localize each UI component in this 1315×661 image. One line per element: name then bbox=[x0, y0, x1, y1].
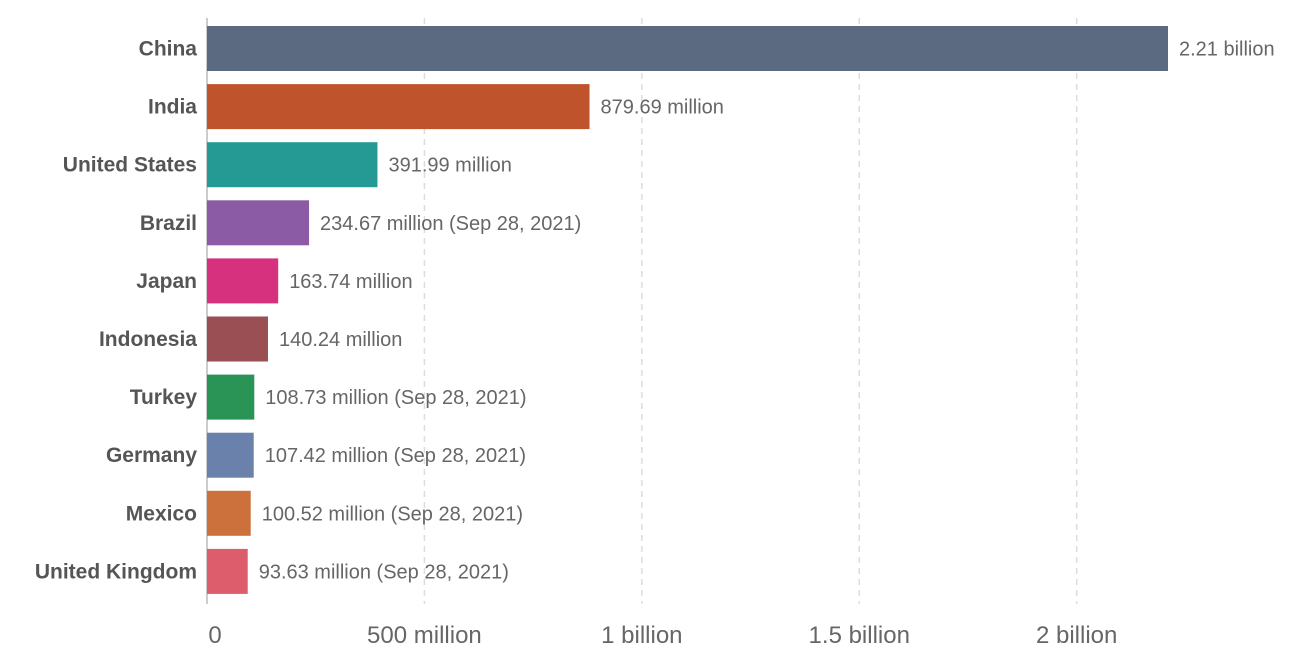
category-label: India bbox=[148, 96, 197, 119]
bar bbox=[207, 26, 1168, 71]
value-label: 100.52 million (Sep 28, 2021) bbox=[262, 503, 523, 525]
bar bbox=[207, 490, 251, 536]
grid-layer bbox=[423, 18, 1078, 604]
category-label: United States bbox=[63, 154, 197, 177]
value-label: 163.74 million bbox=[289, 271, 412, 293]
value-label: 108.73 million (Sep 28, 2021) bbox=[265, 387, 526, 409]
bar bbox=[207, 84, 590, 130]
category-label: United Kingdom bbox=[35, 560, 197, 583]
bar bbox=[207, 316, 268, 362]
x-tick-label: 2 billion bbox=[1036, 622, 1117, 649]
x-tick-label: 1 billion bbox=[601, 622, 682, 649]
value-label: 93.63 million (Sep 28, 2021) bbox=[259, 561, 509, 583]
category-label: Turkey bbox=[130, 386, 198, 409]
category-label: China bbox=[139, 38, 198, 61]
value-label: 879.69 million bbox=[601, 97, 724, 119]
value-label: 234.67 million (Sep 28, 2021) bbox=[320, 213, 581, 235]
value-label: 391.99 million bbox=[388, 155, 511, 177]
x-axis-ticks: 0 500 million 1 billion 1.5 billion 2 billio… bbox=[208, 622, 1117, 649]
category-label: Japan bbox=[136, 270, 197, 293]
category-label: Mexico bbox=[126, 502, 197, 525]
x-tick-label: 500 million bbox=[367, 622, 482, 649]
bars-layer bbox=[207, 26, 1168, 594]
labels-layer: China 2.21 billion India 879.69 million Unit… bbox=[35, 38, 1275, 584]
x-tick-label: 0 bbox=[208, 622, 221, 649]
value-label: 107.42 million (Sep 28, 2021) bbox=[265, 445, 526, 467]
value-label: 140.24 million bbox=[279, 329, 402, 351]
bar bbox=[207, 374, 255, 420]
value-label: 2.21 billion bbox=[1179, 39, 1275, 61]
bar bbox=[207, 548, 248, 594]
category-label: Germany bbox=[106, 444, 197, 467]
category-label: Brazil bbox=[140, 212, 197, 235]
category-label: Indonesia bbox=[99, 328, 197, 351]
bar bbox=[207, 258, 279, 304]
x-tick-label: 1.5 billion bbox=[809, 622, 910, 649]
bar bbox=[207, 200, 310, 246]
bar bbox=[207, 142, 378, 188]
bar bbox=[207, 432, 254, 478]
